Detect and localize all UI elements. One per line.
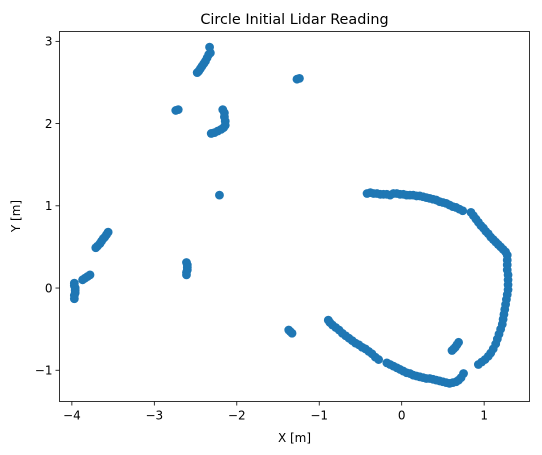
y-tick-label: 1 (45, 199, 53, 213)
x-tick-label: −1 (310, 409, 328, 423)
x-tick-label: 1 (480, 409, 488, 423)
data-point (382, 358, 392, 368)
x-tick-label: −3 (145, 409, 163, 423)
data-point (69, 294, 79, 304)
data-point (473, 360, 483, 369)
data-point (182, 270, 191, 280)
data-point (295, 73, 304, 83)
data-point (173, 105, 183, 115)
data-point (192, 68, 202, 78)
data-point (206, 129, 216, 138)
y-tick-label: 3 (45, 35, 53, 49)
x-axis-ticks: −4 −3 −2 −1 0 1 (63, 401, 488, 423)
y-tick-label: 2 (45, 117, 53, 131)
y-tick-label: 0 (45, 281, 53, 295)
data-point (91, 243, 101, 253)
data-point (447, 346, 457, 355)
y-axis-ticks: −1 0 1 2 3 (35, 35, 60, 378)
x-tick-label: −4 (63, 409, 81, 423)
data-point (323, 315, 333, 325)
chart-title: Circle Initial Lidar Reading (200, 12, 388, 28)
plot-frame (59, 31, 530, 402)
y-axis-label: Y [m] (9, 200, 23, 233)
y-tick-label: −1 (35, 364, 53, 378)
data-point (78, 275, 87, 285)
x-tick-label: 0 (398, 409, 406, 423)
data-point (287, 328, 297, 338)
data-point (458, 206, 468, 216)
data-point (215, 190, 224, 200)
x-tick-label: −2 (228, 409, 246, 423)
points-layer (69, 42, 513, 388)
x-axis-label: X [m] (278, 431, 311, 445)
